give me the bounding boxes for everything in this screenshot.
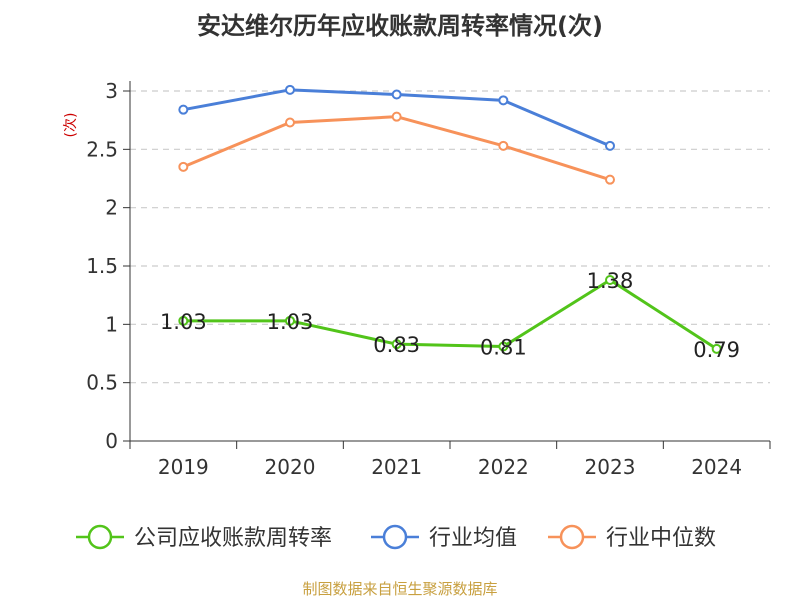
y-axis-label: (次) — [63, 113, 79, 138]
y-tick-label: 2 — [105, 196, 118, 220]
data-point — [605, 140, 615, 151]
x-tick-label: 2020 — [265, 455, 316, 479]
data-point — [285, 315, 295, 326]
data-label: 0.83 — [373, 333, 420, 357]
legend-label: 行业中位数 — [606, 526, 716, 551]
x-tick-label: 2021 — [371, 455, 422, 479]
data-label: 1.03 — [160, 310, 207, 334]
legend-marker — [87, 524, 113, 550]
data-label: 1.38 — [587, 269, 634, 293]
grid-lines — [130, 90, 770, 384]
legend-marker — [559, 524, 585, 550]
data-point — [391, 89, 402, 100]
data-point — [498, 341, 509, 352]
y-tick-label: 1 — [105, 312, 118, 336]
data-point — [391, 339, 402, 350]
data-labels: 1.03 1.03 0.83 0.81 1.38 0.79 — [160, 269, 740, 362]
series-line — [183, 278, 718, 351]
chart-title: 安达维尔历年应收账款周转率情况(次) — [197, 12, 603, 40]
data-point — [605, 174, 615, 185]
data-point — [605, 275, 615, 285]
x-tick-label: 2023 — [585, 455, 636, 479]
data-point — [285, 117, 295, 128]
data-point — [285, 84, 295, 95]
data-point — [178, 104, 189, 115]
y-tick-label: 0.5 — [86, 371, 118, 395]
data-label: 1.03 — [267, 310, 314, 334]
data-label: 0.79 — [693, 338, 740, 362]
data-label: 0.81 — [480, 336, 527, 360]
x-tick-label: 2019 — [158, 455, 209, 479]
legend-label: 公司应收账款周转率 — [134, 526, 332, 551]
legend: 公司应收账款周转率 行业均值 行业中位数 — [76, 524, 716, 551]
data-point — [178, 315, 189, 326]
data-point — [391, 111, 402, 122]
series-line — [182, 115, 611, 182]
data-point — [498, 140, 509, 151]
y-tick-label: 1.5 — [86, 254, 118, 278]
y-tick-label: 2.5 — [86, 137, 118, 161]
y-tick-label: 0 — [105, 429, 118, 453]
data-point — [178, 161, 189, 172]
legend-label: 行业均值 — [429, 526, 517, 551]
y-tick-label: 3 — [105, 79, 118, 103]
series-lines — [178, 84, 722, 354]
axes: 0 0.5 1 1.5 2 2.5 3 2019 2020 2021 2022 2023 2024 (次) — [63, 79, 771, 479]
x-tick-label: 2024 — [691, 455, 742, 479]
data-point — [498, 95, 509, 106]
source-note: 制图数据来自恒生聚源数据库 — [302, 580, 498, 598]
x-tick-label: 2022 — [478, 455, 529, 479]
legend-marker — [382, 524, 408, 550]
data-point — [711, 343, 722, 354]
